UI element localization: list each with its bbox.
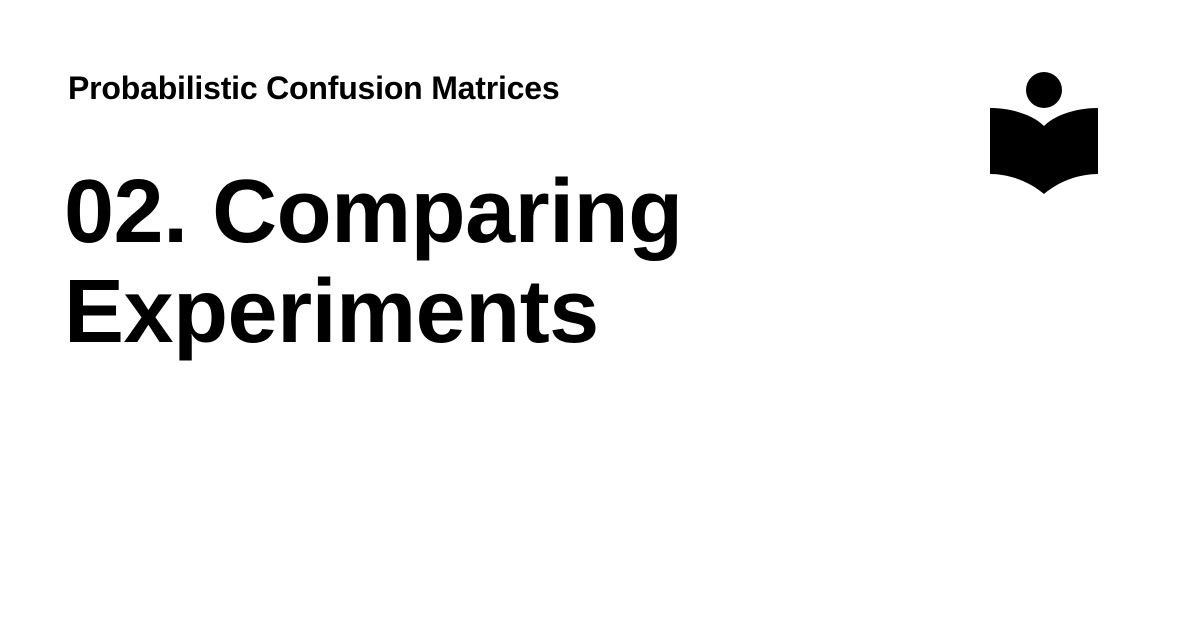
page-title: 02. Comparing Experiments [64, 162, 683, 362]
book-title: Probabilistic Confusion Matrices [68, 70, 560, 106]
reader-head [1026, 72, 1062, 108]
open-book-shape [990, 108, 1098, 194]
reader-book-icon [990, 72, 1098, 194]
